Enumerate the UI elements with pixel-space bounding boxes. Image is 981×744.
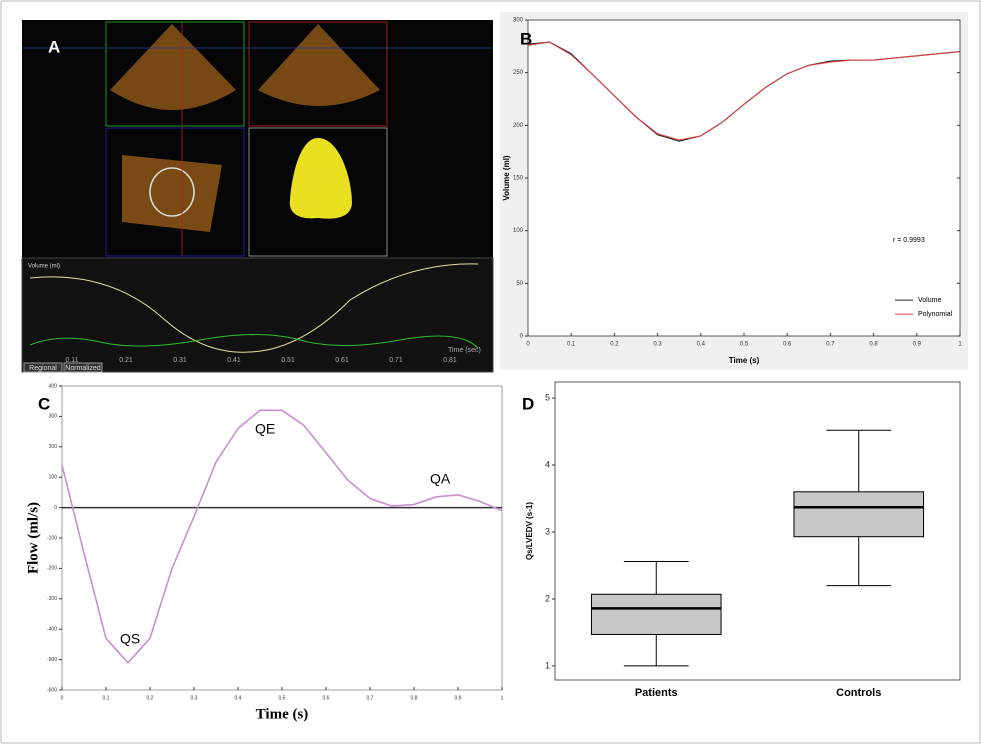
box xyxy=(590,593,722,635)
volume-curve xyxy=(29,263,479,353)
x-axis-label: Time (s) xyxy=(729,356,760,365)
plot-area xyxy=(527,19,961,337)
y-tick-label: 0 xyxy=(54,505,57,511)
axis-label: Time (sec) xyxy=(448,347,481,354)
x-tick-label: 1 xyxy=(958,342,962,348)
x-tick-label: 0 xyxy=(526,342,530,348)
button xyxy=(63,362,103,373)
x-tick-label: 0.6 xyxy=(323,695,330,701)
y-tick-label: -300 xyxy=(47,596,57,602)
lv-model xyxy=(289,138,352,219)
button-label: Normalized xyxy=(65,365,101,372)
x-tick-label: 0.81 xyxy=(443,357,457,364)
x-tick-label: 0.51 xyxy=(281,357,295,364)
x-tick-label: 0.41 xyxy=(227,357,241,364)
echo-view xyxy=(110,24,236,110)
x-tick-label: Patients xyxy=(635,687,678,699)
line xyxy=(527,41,961,141)
contour xyxy=(149,167,195,217)
x-tick-label: 0.9 xyxy=(455,695,462,701)
annotation: QS xyxy=(120,631,140,647)
x-tick-label: 0.71 xyxy=(389,357,403,364)
x-tick-label: 0 xyxy=(61,695,64,701)
echo-view xyxy=(122,155,222,232)
panel-label: D xyxy=(522,394,534,413)
y-tick-label: -500 xyxy=(47,657,57,663)
view-frame xyxy=(105,21,245,127)
x-tick-label: 0.6 xyxy=(783,342,792,348)
panel-label: A xyxy=(48,37,60,56)
x-axis-label: Time (s) xyxy=(256,706,309,722)
y-axis-label: Qs/LVEDV (s-1) xyxy=(525,502,534,560)
y-tick-label: 1 xyxy=(545,660,550,670)
x-tick-label: 0.8 xyxy=(869,342,878,348)
panel-label: C xyxy=(38,394,50,413)
y-tick-label: 250 xyxy=(513,70,524,76)
y-tick-label: 2 xyxy=(545,593,550,603)
y-tick-label: -200 xyxy=(47,566,57,572)
annotation: QA xyxy=(430,471,451,487)
y-tick-label: -100 xyxy=(47,535,57,541)
y-tick-label: -400 xyxy=(47,627,57,633)
x-tick-label: 0.61 xyxy=(335,357,349,364)
x-tick-label: 0.1 xyxy=(567,342,576,348)
panel-a xyxy=(21,20,494,373)
y-tick-label: 5 xyxy=(545,392,550,402)
x-tick-label: 0.2 xyxy=(610,342,619,348)
y-tick-label: 300 xyxy=(49,414,58,420)
y-tick-label: 4 xyxy=(545,459,550,469)
echo-view xyxy=(258,24,380,106)
annotation: QE xyxy=(255,421,275,437)
x-tick-label: 0.4 xyxy=(235,695,242,701)
y-tick-label: 100 xyxy=(49,475,58,481)
x-tick-label: 0.8 xyxy=(411,695,418,701)
view-frame xyxy=(248,127,388,257)
box xyxy=(793,491,925,538)
x-tick-label: 0.31 xyxy=(173,357,187,364)
panel-label: B xyxy=(520,29,532,48)
green-curve xyxy=(29,334,479,349)
y-tick-label: 400 xyxy=(49,383,58,389)
button xyxy=(23,362,63,373)
y-tick-label: 0 xyxy=(520,334,524,340)
y-tick-label: 3 xyxy=(545,526,550,536)
x-tick-label: Controls xyxy=(836,687,881,699)
x-tick-label: 1 xyxy=(501,695,504,701)
legend-label: Polynomial xyxy=(918,311,953,318)
view-frame xyxy=(105,127,245,257)
y-tick-label: 50 xyxy=(516,281,523,287)
line xyxy=(61,409,503,664)
y-tick-label: 200 xyxy=(513,123,524,129)
x-tick-label: 0.5 xyxy=(740,342,749,348)
x-tick-label: 0.7 xyxy=(367,695,374,701)
y-tick-label: 300 xyxy=(513,18,524,24)
x-tick-label: 0.4 xyxy=(697,342,706,348)
x-tick-label: 0.3 xyxy=(653,342,662,348)
y-tick-label: -600 xyxy=(47,687,57,693)
y-axis-label: Flow (ml/s) xyxy=(25,502,41,574)
x-tick-label: 0.5 xyxy=(279,695,286,701)
x-tick-label: 0.11 xyxy=(65,357,78,364)
x-tick-label: 0.3 xyxy=(191,695,198,701)
x-tick-label: 0.7 xyxy=(826,342,835,348)
y-tick-label: 100 xyxy=(513,228,524,234)
y-tick-label: 150 xyxy=(513,176,524,182)
curve-label: Volume (ml) xyxy=(28,264,60,270)
curve-area xyxy=(21,257,494,373)
x-tick-label: 0.21 xyxy=(119,357,133,364)
y-axis-label: Volume (ml) xyxy=(502,155,511,201)
x-tick-label: 0.2 xyxy=(147,695,154,701)
view-frame xyxy=(248,21,388,127)
plot-area xyxy=(61,385,503,691)
annotation: r = 0.9993 xyxy=(893,237,925,244)
legend-label: Volume xyxy=(918,297,941,304)
x-tick-label: 0.9 xyxy=(913,342,922,348)
x-tick-label: 0.1 xyxy=(103,695,110,701)
button-label: Regional xyxy=(29,365,57,372)
y-tick-label: 200 xyxy=(49,444,58,450)
